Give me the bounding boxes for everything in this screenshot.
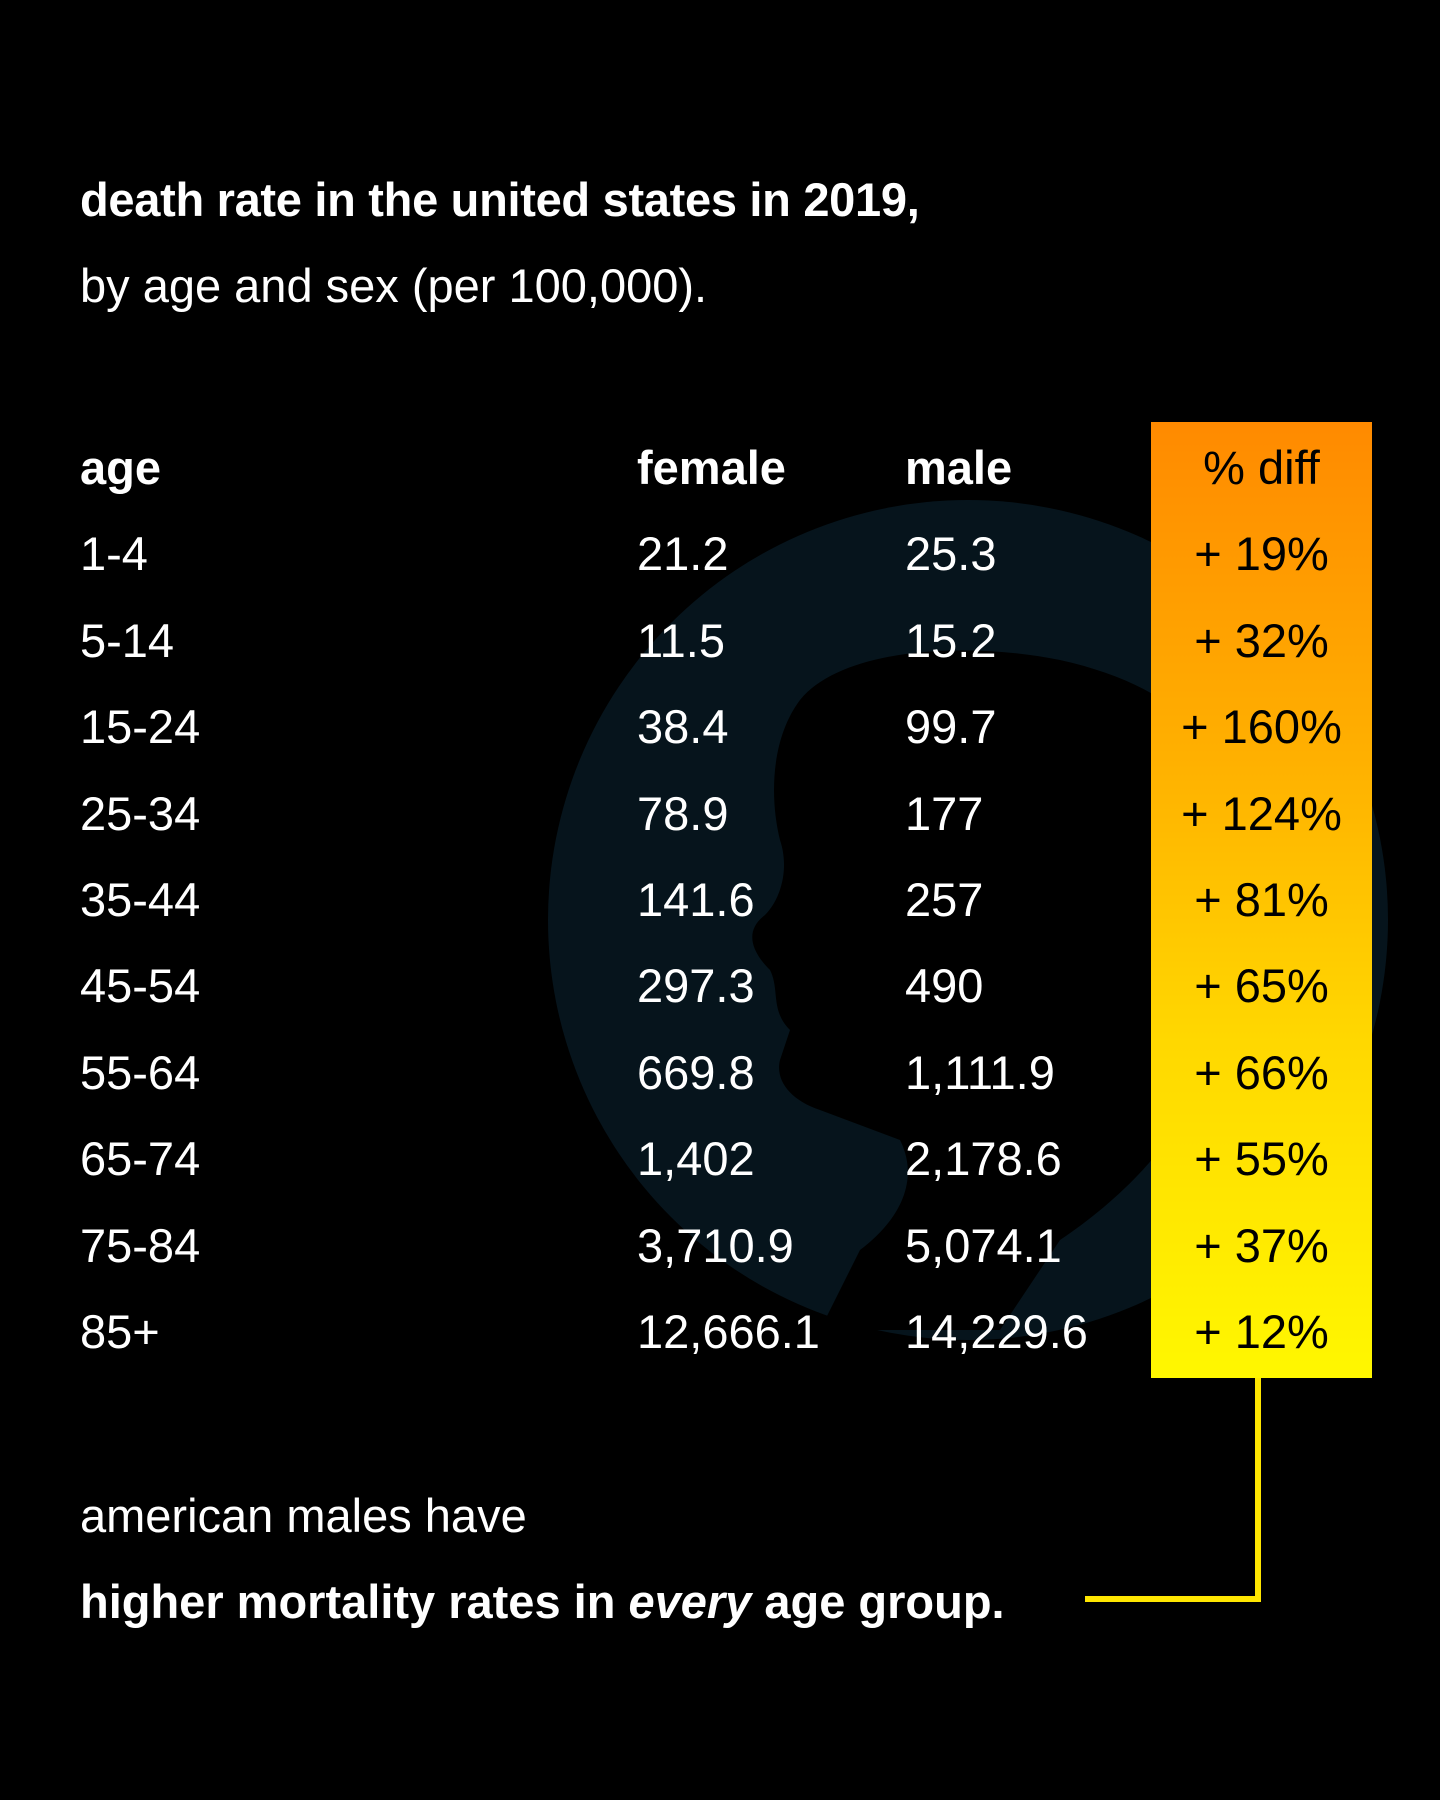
age-cell: 25-34 bbox=[80, 786, 201, 840]
footer-text-post: age group. bbox=[751, 1575, 1005, 1628]
male-cell: 99.7 bbox=[905, 700, 997, 754]
header-age: age bbox=[80, 441, 161, 494]
diff-cell: + 19% bbox=[1194, 527, 1329, 581]
age-cell: 55-64 bbox=[80, 1045, 201, 1099]
diff-cell: + 66% bbox=[1194, 1045, 1329, 1099]
male-cell: 2,178.6 bbox=[905, 1132, 1062, 1186]
header-percent-diff: % diff bbox=[1203, 441, 1320, 494]
age-cell: 1-4 bbox=[80, 527, 148, 581]
male-cell: 1,111.9 bbox=[905, 1045, 1055, 1099]
diff-cell: + 37% bbox=[1194, 1218, 1329, 1272]
male-cell: 177 bbox=[905, 786, 984, 840]
age-cell: 65-74 bbox=[80, 1132, 201, 1186]
age-cell: 85+ bbox=[80, 1305, 160, 1358]
percent-diff-highlight bbox=[1151, 422, 1372, 1378]
female-cell: 21.2 bbox=[637, 527, 729, 581]
footer-text-pre: higher mortality rates in bbox=[80, 1575, 629, 1628]
diff-cell: + 32% bbox=[1194, 613, 1329, 667]
chart-title: death rate in the united states in 2019, bbox=[80, 173, 920, 226]
male-cell: 490 bbox=[905, 959, 984, 1013]
footer-line-2: higher mortality rates in every age grou… bbox=[80, 1574, 1005, 1629]
footer-line-1: american males have bbox=[80, 1489, 527, 1542]
female-cell: 1,402 bbox=[637, 1132, 755, 1186]
diff-cell: + 160% bbox=[1181, 700, 1342, 754]
header-male: male bbox=[905, 441, 1013, 494]
female-cell: 11.5 bbox=[637, 613, 725, 667]
connector-line-horizontal bbox=[1085, 1596, 1261, 1602]
diff-cell: + 65% bbox=[1194, 959, 1329, 1013]
footer-text-emphasis: every bbox=[628, 1575, 752, 1628]
female-cell: 297.3 bbox=[637, 959, 755, 1013]
age-cell: 45-54 bbox=[80, 959, 201, 1013]
female-cell: 669.8 bbox=[637, 1045, 755, 1099]
male-cell: 257 bbox=[905, 873, 984, 926]
female-cell: 78.9 bbox=[637, 786, 729, 840]
diff-cell: + 81% bbox=[1194, 873, 1329, 926]
male-cell: 15.2 bbox=[905, 613, 997, 667]
age-cell: 75-84 bbox=[80, 1218, 201, 1272]
connector-line-vertical bbox=[1255, 1378, 1261, 1602]
male-cell: 25.3 bbox=[905, 527, 997, 581]
diff-cell: + 12% bbox=[1194, 1305, 1329, 1358]
female-cell: 141.6 bbox=[637, 873, 755, 926]
chart-subtitle: by age and sex (per 100,000). bbox=[80, 259, 708, 312]
female-cell: 3,710.9 bbox=[637, 1218, 794, 1272]
male-cell: 14,229.6 bbox=[905, 1305, 1088, 1358]
age-cell: 35-44 bbox=[80, 873, 201, 926]
age-cell: 5-14 bbox=[80, 613, 175, 667]
diff-cell: + 55% bbox=[1194, 1132, 1329, 1186]
female-cell: 38.4 bbox=[637, 700, 729, 754]
male-cell: 5,074.1 bbox=[905, 1218, 1062, 1272]
header-female: female bbox=[637, 441, 786, 494]
diff-cell: + 124% bbox=[1181, 786, 1342, 840]
female-cell: 12,666.1 bbox=[637, 1305, 820, 1358]
age-cell: 15-24 bbox=[80, 700, 201, 754]
